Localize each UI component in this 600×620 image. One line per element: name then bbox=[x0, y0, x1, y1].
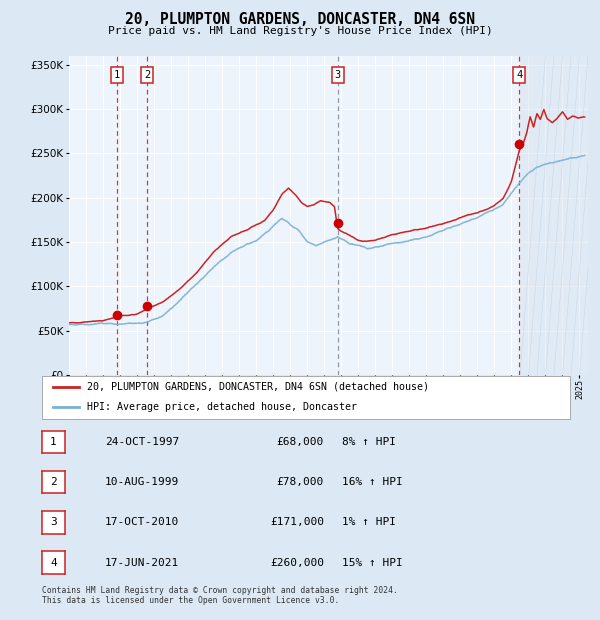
Text: 16% ↑ HPI: 16% ↑ HPI bbox=[342, 477, 403, 487]
Text: Price paid vs. HM Land Registry's House Price Index (HPI): Price paid vs. HM Land Registry's House … bbox=[107, 26, 493, 36]
Text: 17-JUN-2021: 17-JUN-2021 bbox=[105, 557, 179, 568]
Text: 4: 4 bbox=[50, 557, 57, 568]
Text: 2: 2 bbox=[145, 70, 151, 81]
Text: 15% ↑ HPI: 15% ↑ HPI bbox=[342, 557, 403, 568]
Text: 1% ↑ HPI: 1% ↑ HPI bbox=[342, 517, 396, 528]
Text: Contains HM Land Registry data © Crown copyright and database right 2024.
This d: Contains HM Land Registry data © Crown c… bbox=[42, 586, 398, 605]
Text: 10-AUG-1999: 10-AUG-1999 bbox=[105, 477, 179, 487]
Text: 4: 4 bbox=[516, 70, 523, 81]
Text: 24-OCT-1997: 24-OCT-1997 bbox=[105, 436, 179, 447]
Text: 3: 3 bbox=[335, 70, 341, 81]
Text: £171,000: £171,000 bbox=[270, 517, 324, 528]
Text: 1: 1 bbox=[50, 436, 57, 447]
Text: HPI: Average price, detached house, Doncaster: HPI: Average price, detached house, Donc… bbox=[87, 402, 357, 412]
Text: 2: 2 bbox=[50, 477, 57, 487]
Text: 17-OCT-2010: 17-OCT-2010 bbox=[105, 517, 179, 528]
Text: 8% ↑ HPI: 8% ↑ HPI bbox=[342, 436, 396, 447]
Text: £68,000: £68,000 bbox=[277, 436, 324, 447]
Text: 20, PLUMPTON GARDENS, DONCASTER, DN4 6SN (detached house): 20, PLUMPTON GARDENS, DONCASTER, DN4 6SN… bbox=[87, 382, 429, 392]
Text: 3: 3 bbox=[50, 517, 57, 528]
Text: £78,000: £78,000 bbox=[277, 477, 324, 487]
Text: 20, PLUMPTON GARDENS, DONCASTER, DN4 6SN: 20, PLUMPTON GARDENS, DONCASTER, DN4 6SN bbox=[125, 12, 475, 27]
Text: 1: 1 bbox=[113, 70, 120, 81]
Text: £260,000: £260,000 bbox=[270, 557, 324, 568]
